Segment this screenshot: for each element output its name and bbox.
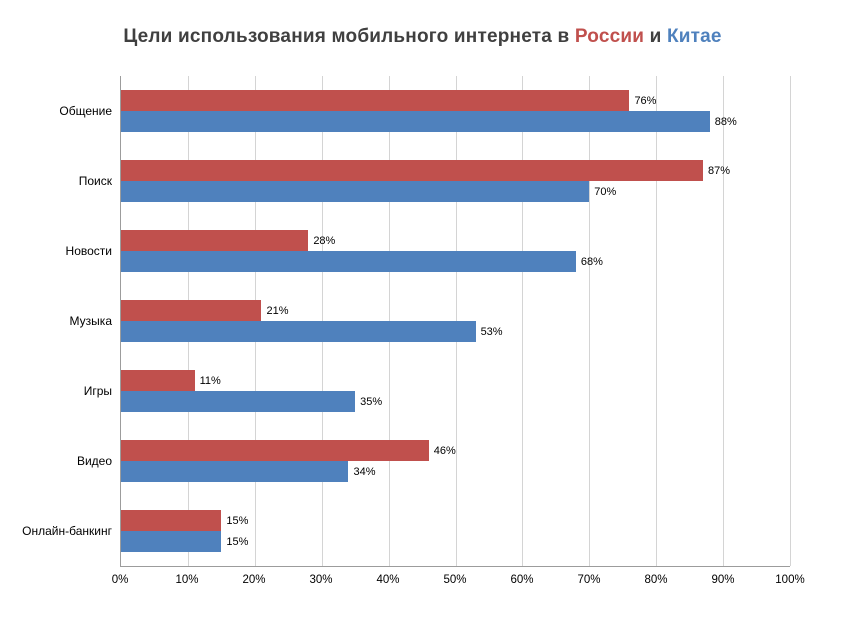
x-tick-label: 100% — [775, 574, 805, 586]
bar-line-china: 34% — [121, 461, 790, 482]
category-labels: Общение Поиск Новости Музыка Игры Видео Онлайн… — [10, 76, 120, 567]
plot-rows: 76% 88% 87% 70% 28% 68% 21% 53% 11% 35% 46% 34% 15% 1… — [121, 76, 790, 566]
category-label: Поиск — [78, 174, 112, 188]
chart-title-conjunction: и — [644, 26, 667, 47]
chart-title-china: Китае — [666, 26, 722, 47]
bar-value-label: 15% — [226, 514, 249, 527]
category-row: 87% 70% — [121, 146, 790, 216]
category-label: Онлайн-банкинг — [22, 524, 112, 538]
bar-russia — [121, 160, 704, 181]
category-row: 28% 68% — [121, 216, 790, 286]
bar-russia — [121, 370, 195, 391]
bar-china — [121, 181, 590, 202]
x-tick-label: 20% — [242, 574, 266, 586]
bar-line-russia: 46% — [121, 440, 790, 461]
bar-value-label: 46% — [433, 444, 456, 457]
chart-title-prefix: Цели использования мобильного интернета … — [123, 26, 575, 47]
category-label: Новости — [65, 244, 112, 258]
bar-line-china: 68% — [121, 251, 790, 272]
x-tick-label: 80% — [644, 574, 668, 586]
bar-russia — [121, 510, 222, 531]
bar-line-russia: 15% — [121, 510, 790, 531]
bar-line-china: 15% — [121, 531, 790, 552]
plot-area: 76% 88% 87% 70% 28% 68% 21% 53% 11% 35% 46% 34% 15% 1… — [120, 76, 791, 567]
bar-line-russia: 11% — [121, 370, 790, 391]
category-label: Музыка — [69, 314, 112, 328]
bar-russia — [121, 300, 262, 321]
bar-china — [121, 111, 710, 132]
bar-value-label: 76% — [634, 94, 657, 107]
bar-line-china: 53% — [121, 321, 790, 342]
bar-china — [121, 321, 476, 342]
x-tick-label: 40% — [376, 574, 400, 586]
chart-title: Цели использования мобильного интернета … — [0, 0, 845, 48]
gridline — [790, 76, 791, 566]
category-label: Видео — [76, 454, 112, 468]
bar-value-label: 87% — [708, 164, 731, 177]
x-tick-label: 0% — [111, 574, 129, 586]
bar-value-label: 34% — [353, 465, 376, 478]
x-axis-ticks: 0% 10% 20% 30% 40% 50% 60% 70% 80% 90% 100% — [112, 567, 805, 593]
bar-line-russia: 76% — [121, 90, 790, 111]
x-tick-label: 50% — [443, 574, 467, 586]
bar-china — [121, 251, 576, 272]
bar-russia — [121, 230, 309, 251]
bar-value-label: 53% — [480, 325, 503, 338]
bar-value-label: 88% — [714, 115, 737, 128]
x-tick-label: 60% — [510, 574, 534, 586]
bar-china — [121, 531, 222, 552]
bar-value-label: 70% — [594, 185, 617, 198]
bar-value-label: 35% — [360, 395, 383, 408]
bar-line-china: 70% — [121, 181, 790, 202]
bar-value-label: 21% — [266, 304, 289, 317]
x-tick-label: 30% — [309, 574, 333, 586]
chart-title-russia: России — [574, 26, 645, 47]
category-label: Общение — [59, 104, 112, 118]
x-tick-label: 70% — [577, 574, 601, 586]
bar-china — [121, 391, 356, 412]
bar-line-china: 88% — [121, 111, 790, 132]
bar-value-label: 68% — [580, 255, 603, 268]
bar-line-russia: 87% — [121, 160, 790, 181]
category-label: Игры — [83, 384, 112, 398]
category-row: 46% 34% — [121, 426, 790, 496]
category-row: 21% 53% — [121, 286, 790, 356]
bar-value-label: 28% — [313, 234, 336, 247]
bar-russia — [121, 440, 429, 461]
bar-line-russia: 28% — [121, 230, 790, 251]
x-tick-label: 10% — [175, 574, 199, 586]
bar-line-russia: 21% — [121, 300, 790, 321]
plot-grid: Общение Поиск Новости Музыка Игры Видео Онлайн… — [10, 76, 791, 567]
bar-china — [121, 461, 349, 482]
bar-value-label: 15% — [226, 535, 249, 548]
bar-value-label: 11% — [199, 374, 221, 387]
category-row: 11% 35% — [121, 356, 790, 426]
bar-line-china: 35% — [121, 391, 790, 412]
category-row: 76% 88% — [121, 76, 790, 146]
category-row: 15% 15% — [121, 496, 790, 566]
x-tick-label: 90% — [711, 574, 735, 586]
bar-russia — [121, 90, 630, 111]
